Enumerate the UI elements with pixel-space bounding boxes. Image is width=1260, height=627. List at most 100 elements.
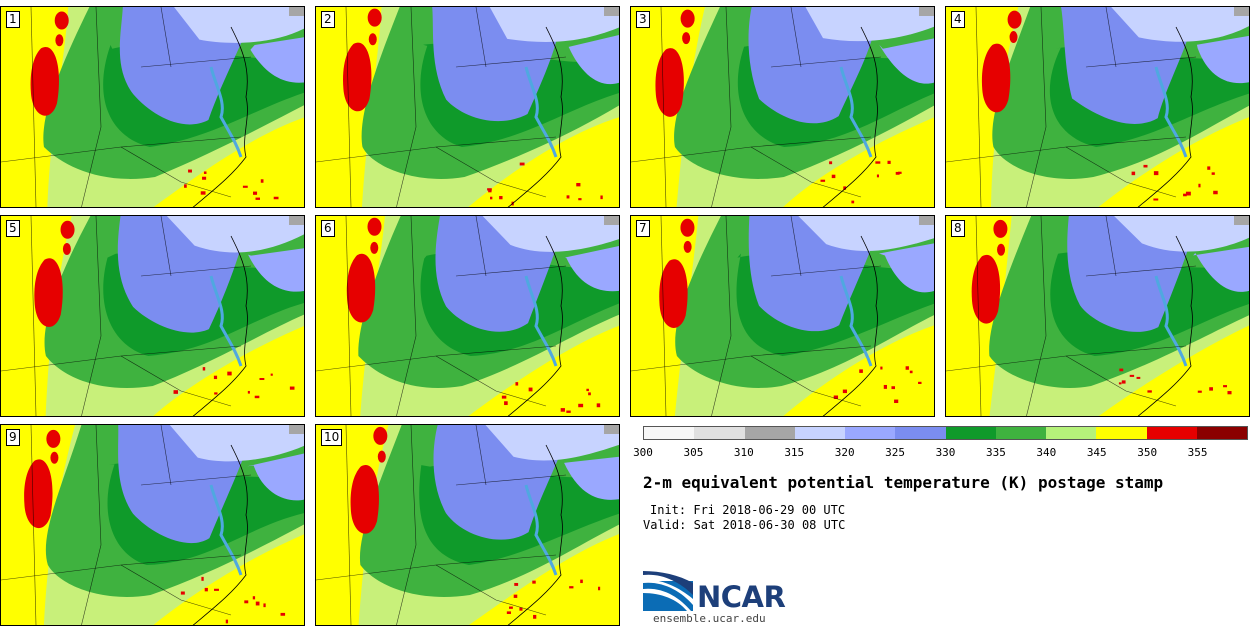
theta-e-350-speck: [578, 404, 583, 407]
theta-e-350-region: [1010, 31, 1018, 43]
theta-e-350-speck: [533, 615, 536, 619]
theta-e-350-speck: [1130, 375, 1134, 377]
theta-e-350-speck: [188, 170, 192, 173]
theta-e-310-region: [604, 425, 620, 434]
member-number-label: 1: [6, 11, 20, 28]
theta-e-350-speck: [227, 372, 231, 376]
valid-time: Valid: Sat 2018-06-30 08 UTC: [643, 518, 845, 532]
ensemble-member-panel[interactable]: 10: [315, 424, 620, 626]
theta-e-350-speck: [1154, 171, 1158, 175]
theta-e-field-map: [316, 425, 620, 626]
credit-url[interactable]: ensemble.ucar.edu: [653, 612, 766, 625]
theta-e-310-region: [289, 7, 305, 16]
member-number-label: 6: [321, 220, 335, 237]
member-number-label: 7: [636, 220, 650, 237]
theta-e-350-speck: [256, 602, 260, 606]
colorbar: [643, 426, 1248, 440]
theta-e-350-speck: [910, 371, 913, 374]
theta-e-field-map: [316, 7, 620, 208]
theta-e-350-region: [55, 34, 63, 46]
theta-e-350-speck: [576, 183, 580, 186]
theta-e-350-speck: [520, 163, 525, 166]
theta-e-350-speck: [226, 620, 228, 624]
colorbar-tick-label: 310: [734, 446, 754, 459]
colorbar-swatch: [694, 427, 744, 439]
member-number-label: 8: [951, 220, 965, 237]
theta-e-350-speck: [271, 374, 273, 376]
theta-e-350-speck: [896, 172, 900, 175]
theta-e-350-speck: [244, 600, 248, 603]
colorbar-tick-label: 345: [1087, 446, 1107, 459]
theta-e-350-speck: [567, 195, 570, 198]
member-number-label: 10: [321, 429, 342, 446]
theta-e-350-region: [46, 430, 60, 448]
colorbar-swatch: [1147, 427, 1197, 439]
theta-e-350-speck: [1119, 382, 1122, 384]
theta-e-350-speck: [566, 411, 570, 413]
theta-e-350-speck: [906, 366, 909, 370]
theta-e-field-map: [946, 7, 1250, 208]
ensemble-member-panel[interactable]: 9: [0, 424, 305, 626]
theta-e-350-speck: [569, 586, 573, 588]
ensemble-member-panel[interactable]: 6: [315, 215, 620, 417]
ensemble-member-panel[interactable]: 8: [945, 215, 1250, 417]
theta-e-350-speck: [1198, 184, 1200, 188]
theta-e-350-speck: [1227, 391, 1231, 394]
theta-e-350-region: [378, 451, 386, 463]
colorbar-tick-label: 325: [885, 446, 905, 459]
ensemble-member-panel[interactable]: 2: [315, 6, 620, 208]
theta-e-350-region: [680, 219, 694, 237]
theta-e-350-speck: [1209, 387, 1213, 390]
theta-e-350-region: [993, 220, 1007, 238]
theta-e-350-speck: [502, 396, 506, 399]
theta-e-350-speck: [201, 191, 206, 194]
colorbar-tick-label: 330: [936, 446, 956, 459]
theta-e-350-region: [55, 12, 69, 30]
theta-e-350-speck: [253, 192, 257, 195]
colorbar-swatch: [795, 427, 845, 439]
theta-e-350-speck: [290, 387, 295, 390]
theta-e-350-speck: [214, 392, 217, 394]
colorbar-swatch: [996, 427, 1046, 439]
theta-e-350-speck: [832, 175, 836, 178]
figure-title: 2-m equivalent potential temperature (K)…: [643, 473, 1163, 492]
member-number-label: 9: [6, 429, 20, 446]
colorbar-swatch: [1197, 427, 1247, 439]
theta-e-350-speck: [859, 369, 863, 373]
theta-e-350-speck: [1143, 165, 1147, 168]
theta-e-350-region: [63, 243, 71, 255]
theta-e-350-speck: [891, 386, 895, 389]
theta-e-350-speck: [214, 589, 219, 591]
theta-e-350-speck: [586, 389, 589, 391]
theta-e-350-speck: [887, 161, 890, 164]
theta-e-350-speck: [600, 195, 602, 199]
colorbar-swatch: [845, 427, 895, 439]
ensemble-member-panel[interactable]: 3: [630, 6, 935, 208]
colorbar-swatch: [946, 427, 996, 439]
theta-e-field-map: [1, 7, 305, 208]
ensemble-member-panel[interactable]: 7: [630, 215, 935, 417]
theta-e-350-speck: [532, 581, 535, 584]
theta-e-310-region: [289, 425, 305, 434]
theta-e-350-region: [997, 244, 1005, 256]
theta-e-350-speck: [1147, 390, 1151, 392]
theta-e-350-speck: [580, 580, 583, 583]
ensemble-member-panel[interactable]: 1: [0, 6, 305, 208]
theta-e-350-speck: [184, 184, 187, 187]
theta-e-350-speck: [1207, 166, 1210, 169]
theta-e-350-speck: [1137, 377, 1141, 379]
ensemble-member-panel[interactable]: 5: [0, 215, 305, 417]
ensemble-member-panel[interactable]: 4: [945, 6, 1250, 208]
theta-e-350-speck: [253, 596, 255, 599]
colorbar-tick-labels: 300 305 310 315 320 325 330 335 340 345 350 355: [643, 440, 1248, 460]
theta-e-350-region: [1008, 11, 1022, 29]
theta-e-350-speck: [509, 607, 513, 609]
colorbar-tick-label: 300: [633, 446, 653, 459]
theta-e-350-speck: [529, 388, 533, 392]
init-time: Init: Fri 2018-06-29 00 UTC: [650, 503, 845, 517]
colorbar-swatch: [745, 427, 795, 439]
colorbar-tick-label: 340: [1036, 446, 1056, 459]
theta-e-350-speck: [507, 611, 511, 614]
theta-e-350-speck: [203, 367, 205, 370]
theta-e-350-speck: [829, 161, 832, 164]
